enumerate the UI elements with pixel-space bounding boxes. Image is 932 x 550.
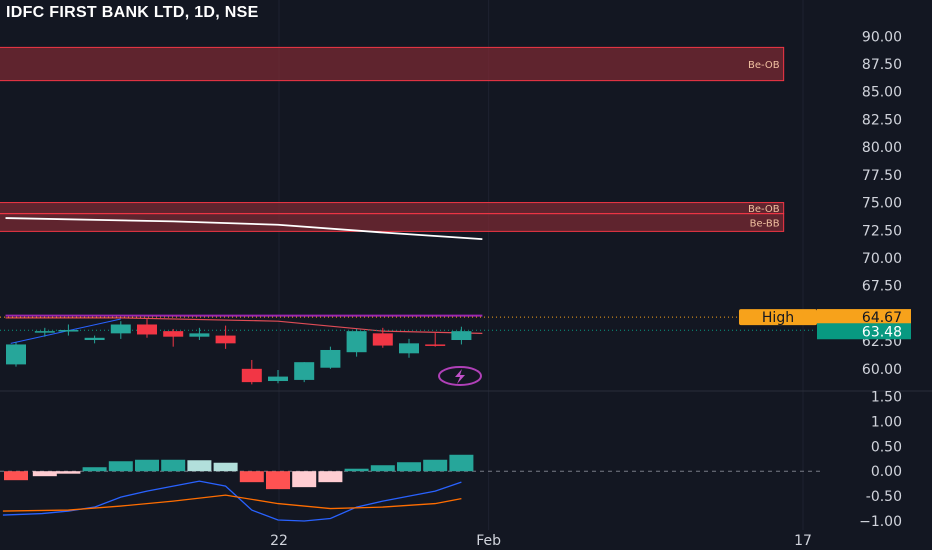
macd-line: [2, 480, 462, 522]
candle-body: [294, 362, 315, 380]
candle-body: [137, 324, 157, 335]
high-value-text: 64.67: [862, 310, 902, 326]
zone-label: Be-OB: [748, 204, 780, 215]
candle-body: [215, 335, 236, 344]
histogram-bar: [4, 471, 28, 481]
histogram-bar: [318, 471, 343, 483]
histogram-bar: [135, 459, 159, 472]
histogram-bar: [449, 454, 474, 472]
candlesticks: [6, 318, 472, 385]
price-tick-label: 75.00: [862, 196, 902, 212]
sma-line: [5, 217, 483, 241]
candle-body: [320, 349, 341, 368]
oscillator-lines: [2, 480, 462, 522]
oscillator-tick-label: 0.00: [871, 464, 902, 480]
last-price-text: 63.48: [862, 324, 902, 340]
price-tick-label: 85.00: [862, 85, 902, 101]
candle-body: [6, 344, 26, 365]
price-tick-label: 87.50: [862, 57, 902, 73]
candle-body: [451, 331, 472, 341]
price-tick-label: 82.50: [862, 112, 902, 128]
momentum-histogram: [4, 454, 474, 490]
lightning-icon: [455, 369, 465, 384]
price-tick-label: 67.50: [862, 279, 902, 295]
alert-icon[interactable]: [438, 366, 482, 386]
high-value-badge: [817, 309, 911, 326]
oscillator-tick-label: −1.00: [859, 514, 902, 530]
histogram-bar: [161, 459, 186, 472]
oscillator-tick-label: 1.00: [871, 414, 902, 430]
candle-body: [425, 344, 446, 346]
signal-line: [2, 494, 462, 512]
chart-title: IDFC FIRST BANK LTD, 1D, NSE: [6, 4, 259, 21]
order-block-zone: [0, 213, 785, 232]
price-tick-label: 72.50: [862, 223, 902, 239]
price-tick-label: 60.00: [862, 362, 902, 378]
histogram-bar: [292, 471, 317, 488]
candle-body: [34, 331, 55, 333]
indicator-lines: [0, 217, 816, 344]
last-price-badge: [817, 323, 911, 340]
time-tick-label: 17: [794, 533, 812, 549]
candle-body: [58, 330, 79, 332]
order-block-zones: Be-OB Be-OB Be-BB: [0, 46, 785, 232]
histogram-bar: [423, 459, 448, 472]
histogram-bar: [108, 461, 133, 472]
time-tick-label: 22: [270, 533, 288, 549]
histogram-bar: [56, 471, 81, 474]
histogram-bar: [370, 465, 395, 472]
candle-body: [346, 331, 367, 353]
oscillator-tick-label: 0.50: [871, 439, 902, 455]
price-tick-label: 90.00: [862, 29, 902, 45]
time-tick-label: Feb: [476, 533, 501, 549]
price-tick-label: 80.00: [862, 140, 902, 156]
order-block-zone: [0, 202, 785, 215]
high-label-text: High: [762, 310, 794, 326]
price-tick-label: 77.50: [862, 168, 902, 184]
order-block-zone: [0, 46, 785, 82]
time-axis[interactable]: 22 Feb 17: [270, 533, 812, 549]
candle-body: [241, 368, 262, 383]
price-axis[interactable]: 90.00 87.50 85.00 82.50 80.00 77.50 75.00 72.50…: [859, 29, 902, 530]
oscillator-tick-label: -0.50: [866, 489, 902, 505]
zone-label: Be-OB: [748, 60, 780, 71]
price-tick-label: 70.00: [862, 251, 902, 267]
histogram-bar: [82, 467, 107, 472]
zone-label: Be-BB: [750, 219, 780, 230]
candle-body: [110, 324, 131, 334]
ema-line: [5, 317, 483, 334]
oscillator-tick-label: 1.50: [871, 389, 902, 405]
candle-body: [372, 333, 393, 346]
candle-body: [163, 331, 184, 337]
histogram-bar: [213, 462, 238, 472]
candle-body: [399, 343, 419, 354]
histogram-bar: [32, 471, 57, 477]
histogram-bar: [187, 460, 212, 472]
alert-circle: [438, 366, 482, 386]
histogram-bar: [239, 471, 264, 483]
candle-body: [84, 337, 105, 341]
candle-body: [268, 376, 288, 382]
histogram-bar: [397, 462, 421, 472]
high-label-badge: [739, 309, 817, 326]
histogram-bar: [344, 468, 369, 472]
candle-body: [189, 333, 210, 337]
histogram-bar: [266, 471, 290, 490]
